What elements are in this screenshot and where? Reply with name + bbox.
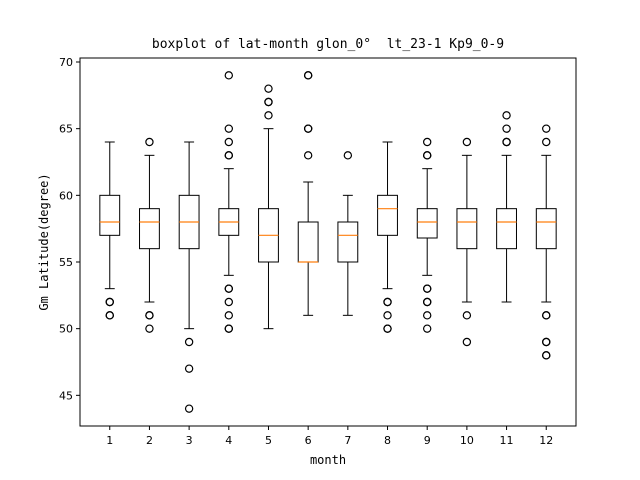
iqr-box (456, 208, 478, 250)
box-month-12 (535, 124, 557, 360)
x-tick-label: 6 (305, 434, 312, 447)
outlier-point (383, 297, 392, 307)
x-tick-label: 3 (186, 434, 193, 447)
box-month-3 (178, 141, 200, 413)
outlier-point (264, 84, 273, 93)
outlier-point (542, 124, 551, 133)
outlier-point (383, 311, 392, 320)
outlier-point (303, 71, 313, 80)
outlier-point (542, 137, 551, 147)
outlier-point (224, 311, 233, 320)
outlier-point (224, 297, 233, 307)
box-month-10 (456, 137, 478, 347)
iqr-box (377, 194, 398, 236)
outlier-point (423, 151, 432, 160)
x-axis: 1 2 3 4 5 6 7 8 9 10 11 12 (106, 426, 553, 447)
y-axis-label: Gm Latitude(degree) (37, 173, 51, 310)
box-month-8 (377, 141, 398, 333)
outlier-point (184, 404, 194, 413)
chart-title: boxplot of lat-month glon_0° lt_23-1 Kp9… (152, 37, 504, 52)
outlier-point (423, 284, 432, 293)
x-tick-label: 10 (460, 434, 474, 447)
outlier-point (462, 137, 472, 147)
x-tick-label: 8 (384, 434, 391, 447)
outlier-point (224, 151, 233, 160)
x-tick-label: 1 (106, 434, 113, 447)
box-month-11 (496, 111, 517, 303)
y-tick-label: 55 (59, 256, 73, 269)
outlier-point (383, 324, 392, 333)
outlier-point (542, 311, 551, 320)
outlier-point (502, 124, 511, 133)
box-month-2 (139, 137, 160, 333)
iqr-box (139, 208, 160, 250)
outlier-point (145, 311, 154, 320)
outlier-point (224, 284, 233, 293)
x-tick-label: 4 (225, 434, 232, 447)
outlier-point (224, 124, 233, 133)
y-tick-label: 50 (59, 323, 73, 336)
outlier-point (224, 324, 233, 333)
iqr-box (535, 208, 557, 250)
outlier-point (105, 311, 114, 320)
outlier-point (264, 111, 273, 120)
x-tick-label: 9 (424, 434, 431, 447)
outlier-point (224, 71, 233, 80)
outlier-point (423, 297, 432, 307)
outlier-point (502, 111, 511, 120)
box-month-5 (258, 84, 279, 330)
x-tick-label: 11 (500, 434, 514, 447)
x-axis-label: month (310, 453, 346, 467)
box-month-9 (416, 137, 438, 333)
outlier-point (184, 337, 194, 347)
iqr-box (337, 221, 359, 263)
outlier-point (423, 137, 432, 147)
outlier-point (462, 337, 472, 347)
plot-frame (79, 57, 577, 427)
box-month-7 (337, 151, 359, 316)
outlier-point (145, 324, 154, 333)
outlier-point (423, 311, 432, 320)
outlier-point (462, 311, 472, 320)
outlier-point (343, 151, 353, 160)
outlier-point (145, 137, 154, 147)
x-tick-label: 12 (539, 434, 553, 447)
y-tick-label: 45 (59, 389, 73, 402)
plot-area (99, 71, 557, 413)
outlier-point (423, 324, 432, 333)
outlier-point (542, 351, 551, 360)
outlier-point (502, 137, 511, 147)
y-tick-label: 70 (59, 56, 73, 69)
x-tick-label: 2 (146, 434, 153, 447)
outlier-point (224, 137, 233, 147)
outlier-point (542, 337, 551, 347)
x-tick-label: 7 (344, 434, 351, 447)
outlier-point (303, 151, 313, 160)
y-axis: 45 50 55 60 65 70 (59, 56, 80, 402)
iqr-box (99, 194, 121, 236)
outlier-point (303, 124, 313, 133)
box-month-4 (218, 71, 240, 333)
outlier-point (184, 364, 194, 373)
outlier-point (264, 97, 273, 107)
box-month-6 (297, 71, 319, 316)
outlier-point (105, 297, 114, 307)
iqr-box (416, 208, 438, 239)
iqr-box (496, 208, 517, 250)
x-tick-label: 5 (265, 434, 272, 447)
y-tick-label: 65 (59, 123, 73, 136)
y-tick-label: 60 (59, 189, 73, 202)
box-month-1 (99, 141, 121, 320)
